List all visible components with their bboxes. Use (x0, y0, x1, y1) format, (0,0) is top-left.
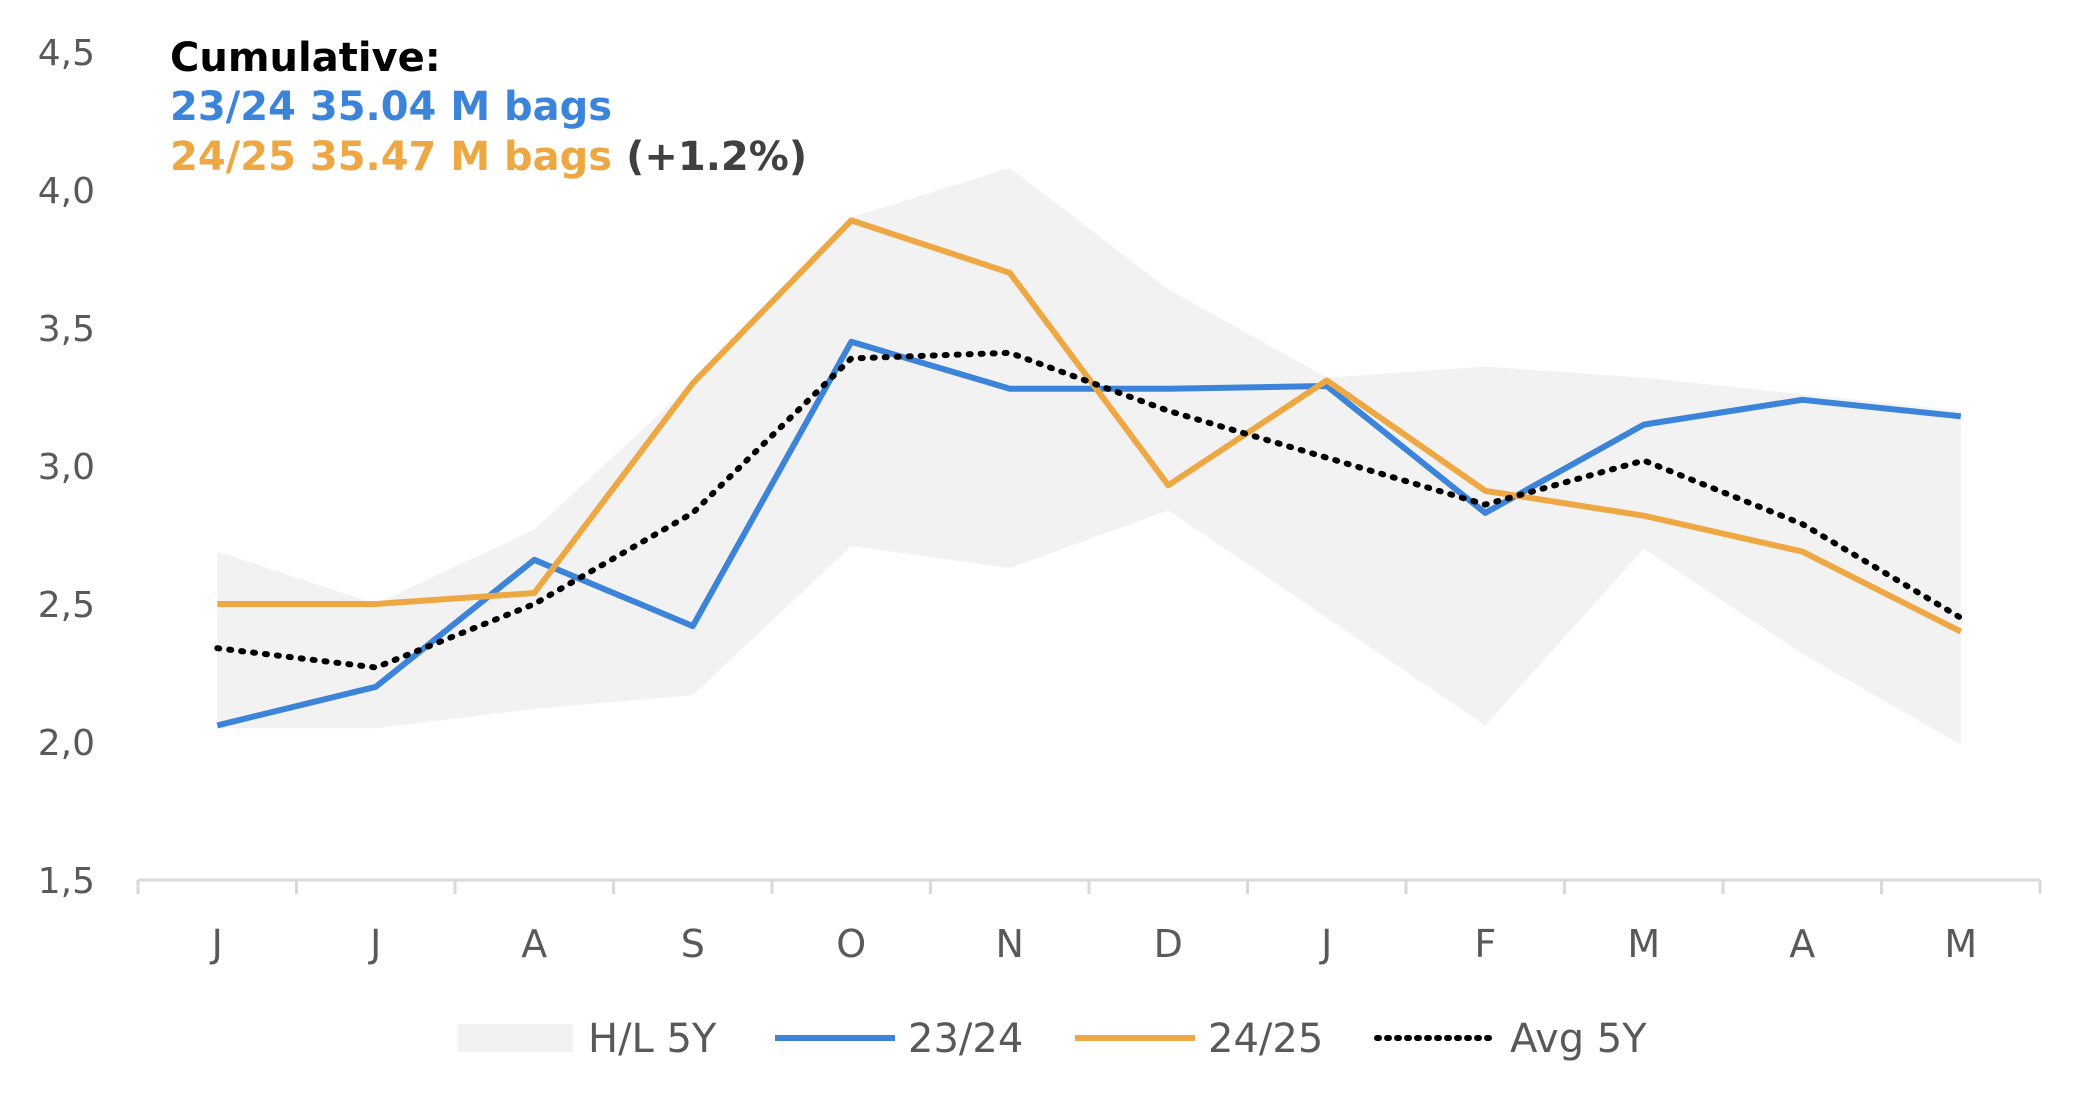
x-tick-label: S (681, 922, 705, 966)
x-tick-label: J (368, 922, 381, 966)
x-tick-label: M (1627, 922, 1660, 966)
legend-label-hl-5y: H/L 5Y (588, 1016, 717, 1062)
series-line-23-24 (216, 338, 1962, 729)
high-low-band-layer (217, 167, 1961, 745)
annotation-line-24-25: 24/25 35.47 M bags (170, 134, 612, 180)
series-line-24-25 (217, 217, 1963, 635)
x-tick-label: F (1474, 922, 1496, 966)
x-tick-label: D (1154, 922, 1183, 966)
x-tick-label: A (521, 922, 547, 966)
y-tick-label: 2,5 (38, 585, 95, 626)
y-tick-label: 3,5 (38, 309, 95, 350)
high-low-band (217, 167, 1961, 745)
y-tick-label: 3,0 (38, 447, 95, 488)
y-tick-label: 4,5 (38, 33, 95, 74)
x-tick-label: O (836, 922, 866, 966)
annotation-line-24-25-group: 24/25 35.47 M bags (+1.2%) (170, 134, 807, 180)
x-tick-label: J (210, 922, 223, 966)
legend-swatch-hl-5y (458, 1024, 573, 1052)
x-tick-label: A (1789, 922, 1815, 966)
legend: H/L 5Y 23/24 24/25 Avg 5Y (458, 1016, 1647, 1062)
annotation-change-pct: (+1.2%) (626, 134, 807, 180)
series-line-avg-5y (214, 349, 1964, 671)
y-tick-label: 4,0 (38, 171, 95, 212)
annotation-heading: Cumulative: (170, 35, 441, 81)
x-tick-label: J (1319, 922, 1332, 966)
x-axis (136, 878, 2042, 894)
x-tick-label: M (1944, 922, 1977, 966)
legend-label-avg-5y: Avg 5Y (1510, 1016, 1647, 1062)
y-tick-label: 2,0 (38, 723, 95, 764)
cumulative-annotation: Cumulative: 23/24 35.04 M bags 24/25 35.… (170, 35, 807, 180)
y-axis-tick-labels: 1,5 2,0 2,5 3,0 3,5 4,0 4,5 (38, 33, 95, 902)
y-tick-label: 1,5 (38, 861, 95, 902)
legend-label-23-24: 23/24 (908, 1016, 1023, 1062)
x-tick-label: N (996, 922, 1024, 966)
annotation-line-23-24: 23/24 35.04 M bags (170, 84, 612, 130)
legend-label-24-25: 24/25 (1208, 1016, 1323, 1062)
series-lines (214, 217, 1964, 729)
